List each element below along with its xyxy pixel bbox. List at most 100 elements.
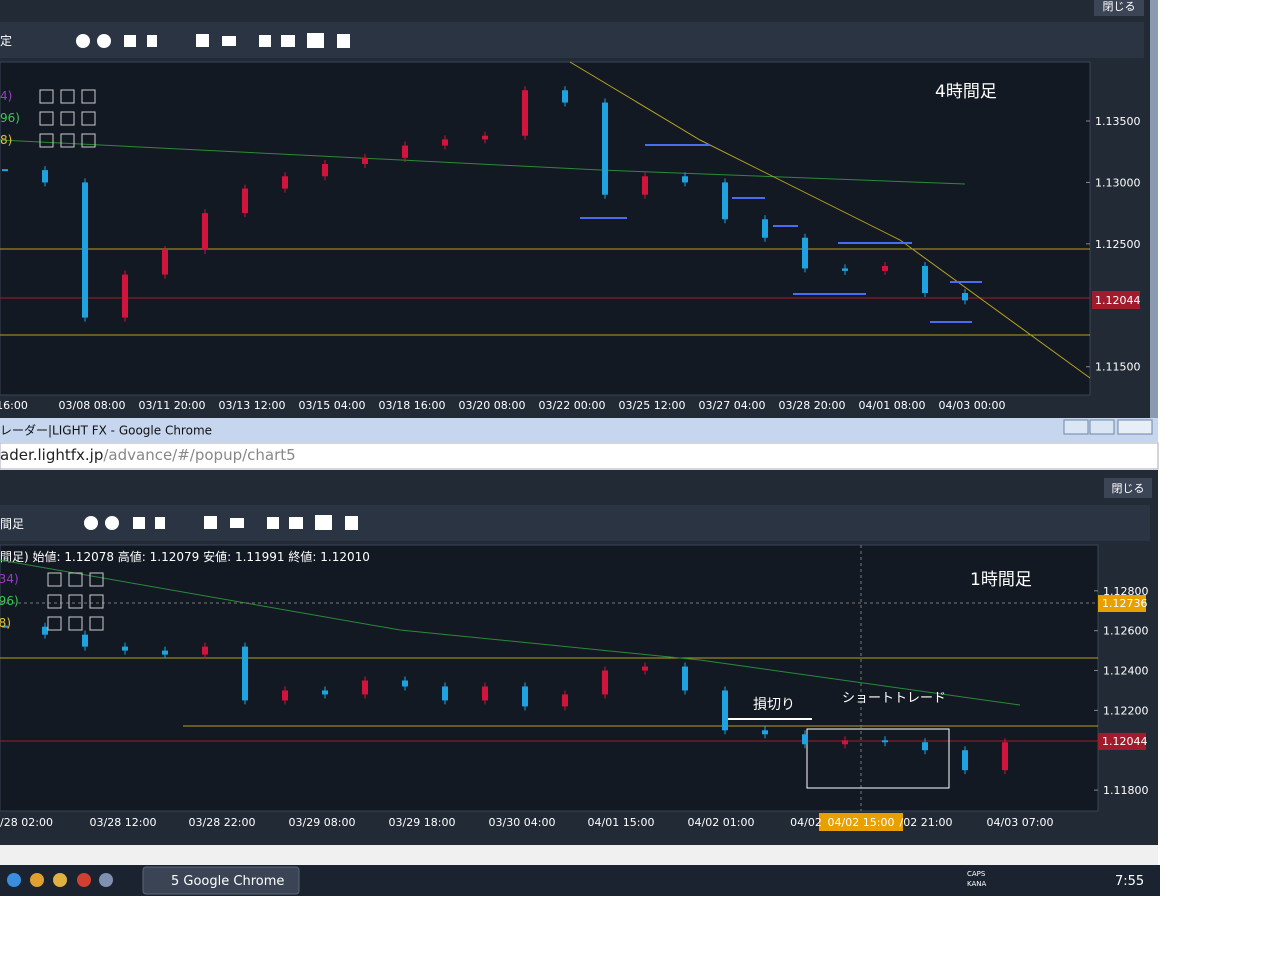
current-price: 1.12044 <box>1102 735 1148 748</box>
candle <box>802 237 808 269</box>
candle <box>362 680 368 695</box>
time-label: /02 21:00 <box>900 816 953 829</box>
indicator-button <box>39 89 54 104</box>
candle <box>162 250 168 275</box>
indicator-button <box>68 594 83 609</box>
candle <box>482 686 488 701</box>
close-button[interactable] <box>1094 0 1144 16</box>
url-path: /advance/#/popup/chart5 <box>103 446 295 464</box>
indicator-button <box>81 133 96 148</box>
close-label: 閉じる <box>1112 482 1145 495</box>
chrome-task-button[interactable] <box>142 866 300 895</box>
time-label: 04/01 15:00 <box>588 816 655 829</box>
candle <box>842 268 848 271</box>
indicator-button <box>89 594 104 609</box>
candle <box>202 213 208 251</box>
window-title: レーダー|LIGHT FX - Google Chrome <box>0 423 212 438</box>
candle <box>642 666 648 671</box>
timeframe-label: 4時間足 <box>935 82 997 102</box>
time-label: 03/11 20:00 <box>139 399 206 412</box>
ohlc: 間足) 始値: 1.12078 高値: 1.12079 安値: 1.11991 … <box>0 549 370 564</box>
price-tick-label: 1.11800 <box>1103 784 1149 797</box>
time-label: 03/18 16:00 <box>379 399 446 412</box>
time-label: 03/30 04:00 <box>489 816 556 829</box>
annotation: 損切り <box>753 697 795 713</box>
candle <box>722 182 728 220</box>
candle <box>602 670 608 695</box>
candle <box>682 666 688 691</box>
indicator-button <box>60 133 75 148</box>
candle <box>522 90 528 136</box>
candle <box>402 145 408 158</box>
candle <box>402 680 408 687</box>
time-label: 03/27 04:00 <box>699 399 766 412</box>
candle <box>202 646 208 655</box>
candle <box>242 188 248 214</box>
candle <box>322 163 328 177</box>
annotation: ショートトレード <box>842 691 946 706</box>
address-bar[interactable] <box>0 442 1159 470</box>
status-strip <box>0 845 1158 865</box>
indicator-button <box>81 89 96 104</box>
candle <box>282 690 288 701</box>
price-tick-label: 1.13000 <box>1095 176 1141 189</box>
chart-area <box>0 61 1091 396</box>
candle <box>82 182 88 318</box>
candle <box>562 90 568 103</box>
candle <box>842 740 848 745</box>
toolbar-icons[interactable] <box>76 33 350 48</box>
indicator-button <box>39 111 54 126</box>
price-tick-label: 1.12400 <box>1103 665 1149 678</box>
price-tick-label: 1.13500 <box>1095 115 1141 128</box>
crosshair-badge <box>1098 595 1146 612</box>
indicator-label: 4) <box>0 89 12 103</box>
trend-line <box>569 61 1091 379</box>
indicator-label: (34) <box>0 572 19 586</box>
timeframe-label: 1時間足 <box>970 570 1032 590</box>
candle <box>42 626 48 635</box>
time-label: 03/20 08:00 <box>459 399 526 412</box>
candle <box>962 293 968 301</box>
candle <box>802 734 808 745</box>
ma-line <box>0 139 966 185</box>
current-price: 1.12044 <box>1095 294 1141 307</box>
crosshair-time-badge <box>819 813 903 831</box>
time-axis: 3/28 02:00 03/28 12:00 03/28 22:00 03/29… <box>0 816 1053 829</box>
close-button[interactable] <box>1104 478 1152 498</box>
candle <box>642 176 648 195</box>
quick-launch[interactable] <box>7 873 113 887</box>
close-label: 閉じる <box>1103 0 1136 13</box>
price-badge <box>1092 291 1140 309</box>
time-label: 03/15 04:00 <box>299 399 366 412</box>
toolbar-text: 間足 <box>0 517 24 531</box>
window-controls[interactable] <box>1063 419 1153 435</box>
indicator-button <box>47 594 62 609</box>
candle <box>522 686 528 707</box>
candle <box>42 170 48 183</box>
crosshair-price: 1.12736 <box>1102 597 1148 610</box>
time-label: 04/02 01:00 <box>688 816 755 829</box>
candle <box>482 135 488 140</box>
clock: 7:55 <box>1115 874 1144 889</box>
time-label: 03/25 12:00 <box>619 399 686 412</box>
indicator-button <box>39 133 54 148</box>
price-tick-label: 1.12500 <box>1095 238 1141 251</box>
toolbar-text: 定 <box>0 33 12 48</box>
toolbar-icons[interactable] <box>84 515 358 530</box>
toolbar <box>0 505 1150 541</box>
candle <box>122 274 128 318</box>
indicator-button <box>47 572 62 587</box>
candle <box>962 750 968 771</box>
price-tick-label: 1.12600 <box>1103 625 1149 638</box>
time-label: 03/29 08:00 <box>289 816 356 829</box>
candle <box>322 690 328 695</box>
price-tick-label: 1.12800 <box>1103 585 1149 598</box>
indicator-label: (8) <box>0 616 11 630</box>
indicator-button <box>68 572 83 587</box>
time-label: 03/29 18:00 <box>389 816 456 829</box>
indicator-label: 8) <box>0 133 12 147</box>
indicator-label: 96) <box>0 111 20 125</box>
kana-indicator: KANA <box>967 880 986 888</box>
title-bar <box>0 418 1158 442</box>
